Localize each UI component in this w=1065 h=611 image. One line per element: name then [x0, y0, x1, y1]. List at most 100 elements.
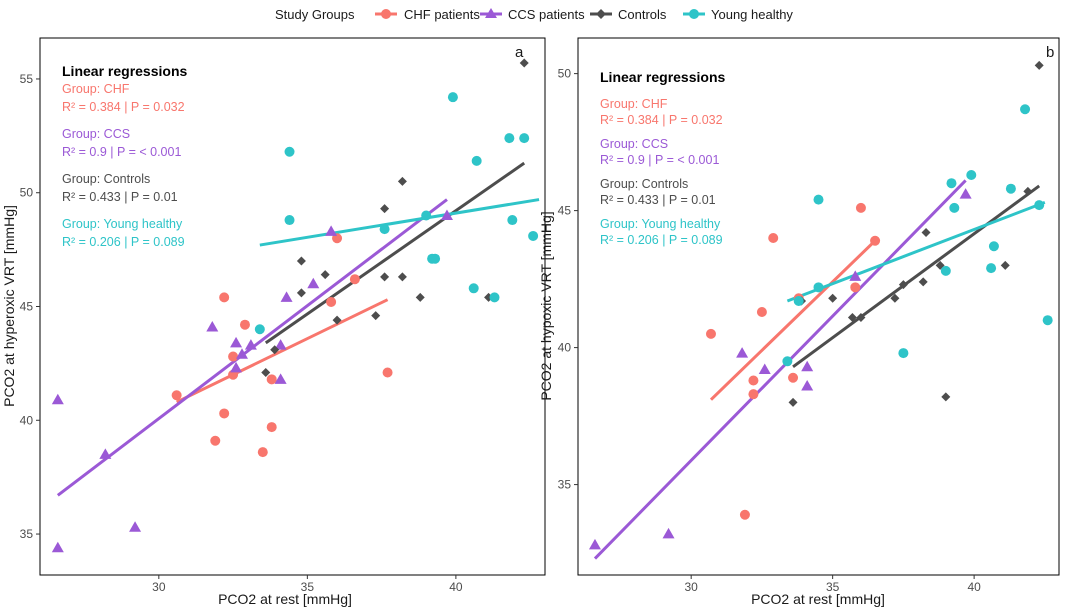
panel-b-point-controls-5	[856, 312, 866, 322]
panel-a-point-controls-5	[320, 270, 330, 280]
panel-a-point-young-healthy-15	[528, 230, 539, 241]
panel-a-ticks: 30 35 40 35 40 45 50 55	[20, 72, 463, 594]
panel-b-fit-controls	[792, 184, 1041, 368]
panel-b-point-ccs-patients-8	[959, 188, 972, 199]
panel-a-point-young-healthy-5	[421, 210, 432, 221]
panel-a-fit-controls	[264, 161, 526, 345]
panel-a-point-young-healthy-1	[254, 324, 265, 335]
panel-a-tag: a	[515, 44, 524, 61]
panel-a-fit-chf-patients	[175, 298, 389, 404]
panel-b-point-controls-3	[828, 293, 838, 303]
panel-a: a PCO2 at rest [mmHg] PCO2 at hyperoxic …	[1, 37, 546, 607]
panel-a-point-ccs-patients-13	[307, 277, 320, 289]
panel-a-point-chf-patients-14	[382, 367, 393, 378]
panel-b-point-young-healthy-5	[898, 348, 909, 359]
panel-a-point-controls-1	[261, 367, 271, 377]
panel-b-ytick-label-35: 35	[558, 478, 572, 492]
panel-a-point-ccs-patients-10	[274, 339, 287, 350]
panel-b-reg-ccs-stats: R² = 0.9 | P = < 0.001	[600, 153, 719, 167]
panel-a-point-chf-patients-11	[326, 296, 337, 307]
panel-b-point-ccs-patients-5	[801, 360, 814, 372]
panel-a-ytick-label-40: 40	[20, 413, 34, 427]
panel-a-reg-ccs-group: Group: CCS	[62, 127, 130, 141]
legend: Study Groups CHF patients CCS patients C…	[275, 7, 793, 22]
panel-b-point-ccs-patients-1	[588, 538, 601, 550]
panel-b-ytick-label-50: 50	[558, 67, 572, 81]
panel-b-point-young-healthy-4	[813, 194, 824, 205]
panel-a-point-controls-6	[332, 315, 342, 325]
panel-a-point-controls-3	[296, 288, 306, 298]
panel-a-point-ccs-patients-1	[51, 393, 64, 405]
panel-b-ylabel: PCO2 at hypoxic VRT [mmHg]	[538, 211, 554, 400]
panel-a-point-ccs-patients-2	[51, 541, 64, 553]
panel-a-point-chf-patients-8	[257, 447, 268, 458]
panel-b-point-controls-1	[788, 397, 798, 407]
panel-b-point-young-healthy-6	[940, 265, 951, 276]
panel-b-point-chf-patients-5	[756, 306, 767, 317]
panel-a-point-young-healthy-2	[284, 146, 295, 157]
panel-b-regression-annotation: Linear regressions Group: CHF R² = 0.384…	[600, 69, 725, 247]
panel-b-point-ccs-patients-3	[736, 347, 749, 358]
panel-a-point-ccs-patients-8	[236, 348, 248, 359]
panel-a-reg-chf-group: Group: CHF	[62, 82, 130, 96]
panel-a-xtick-label-35: 35	[301, 580, 315, 594]
legend-key-marker-chf	[381, 9, 391, 19]
panel-b-ytick-label-40: 40	[558, 341, 572, 355]
legend-key-marker-controls	[596, 9, 606, 19]
panel-b-tag: b	[1046, 44, 1054, 61]
panel-b-xlabel: PCO2 at rest [mmHg]	[751, 591, 885, 607]
legend-label-controls: Controls	[618, 7, 667, 22]
panel-b-point-ccs-patients-2	[662, 527, 675, 539]
panel-a-point-young-healthy-9	[468, 283, 479, 294]
panel-a-fit-lines	[56, 161, 540, 497]
panel-a-reg-controls-group: Group: Controls	[62, 172, 150, 186]
legend-entry-ccs: CCS patients	[480, 7, 585, 22]
panel-a-point-young-healthy-14	[519, 133, 530, 144]
panel-b: b PCO2 at rest [mmHg] PCO2 at hypoxic VR…	[538, 37, 1060, 607]
panel-a-point-controls-4	[296, 256, 306, 266]
panel-a-point-controls-11	[397, 272, 407, 282]
panel-a-point-controls-8	[380, 204, 390, 214]
panel-b-point-young-healthy-13	[1020, 104, 1031, 115]
panel-a-ytick-label-50: 50	[20, 186, 34, 200]
panel-b-point-chf-patients-9	[850, 282, 861, 293]
panel-a-point-ccs-patients-5	[206, 320, 219, 332]
legend-key-marker-ccs	[485, 8, 497, 18]
panel-b-point-ccs-patients-7	[849, 270, 862, 281]
panel-b-reg-young-group: Group: Young healthy	[600, 217, 721, 231]
panel-b-point-young-healthy-1	[782, 356, 793, 367]
panel-b-point-controls-8	[918, 277, 928, 287]
panel-a-point-chf-patients-13	[349, 274, 360, 285]
panel-a-points	[51, 58, 539, 553]
panel-b-reg-chf-group: Group: CHF	[600, 97, 668, 111]
panel-a-point-controls-14	[519, 58, 529, 68]
panel-a-point-chf-patients-10	[266, 422, 277, 433]
panel-b-point-young-healthy-2	[793, 296, 804, 307]
panel-b-point-young-healthy-14	[1034, 200, 1045, 211]
panel-b-point-chf-patients-7	[788, 372, 799, 383]
panel-b-point-chf-patients-3	[748, 375, 759, 386]
panel-a-point-chf-patients-3	[219, 292, 230, 303]
panel-b-point-young-healthy-7	[946, 178, 957, 189]
panel-a-point-chf-patients-9	[266, 374, 277, 385]
panel-a-reg-ccs-stats: R² = 0.9 | P = < 0.001	[62, 145, 181, 159]
panel-a-ylabel: PCO2 at hyperoxic VRT [mmHg]	[1, 205, 17, 407]
panel-a-point-controls-7	[371, 311, 381, 321]
panel-b-point-chf-patients-4	[748, 389, 759, 400]
panel-b-point-controls-4	[847, 312, 857, 322]
panel-b-reg-young-stats: R² = 0.206 | P = 0.089	[600, 233, 723, 247]
legend-label-young: Young healthy	[711, 7, 793, 22]
panel-b-point-controls-12	[1000, 260, 1010, 270]
panel-b-point-young-healthy-3	[813, 282, 824, 293]
panel-a-point-ccs-patients-9	[244, 339, 257, 350]
panel-b-xtick-label-35: 35	[826, 580, 840, 594]
panel-b-reg-controls-group: Group: Controls	[600, 177, 688, 191]
panel-b-point-young-healthy-15	[1042, 315, 1053, 326]
panel-b-point-controls-14	[1034, 60, 1044, 70]
panel-b-xtick-label-30: 30	[684, 580, 698, 594]
panel-b-reg-ccs-group: Group: CCS	[600, 137, 668, 151]
panel-b-point-controls-7	[898, 280, 908, 290]
panel-a-reg-chf-stats: R² = 0.384 | P = 0.032	[62, 100, 185, 114]
panel-a-point-young-healthy-11	[489, 292, 500, 303]
